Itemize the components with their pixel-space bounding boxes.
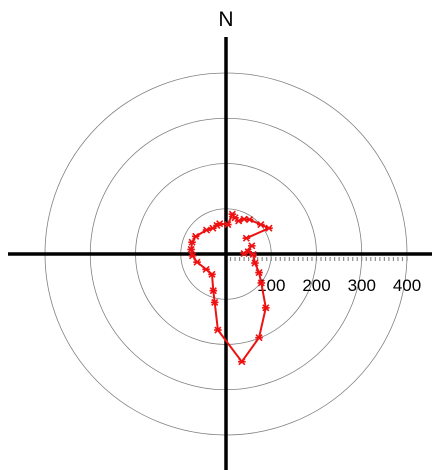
data-point [265,224,273,232]
data-point [255,268,263,277]
tick-label-400: 400 [393,276,421,295]
data-point [188,252,197,260]
data-point [238,358,246,366]
data-point [257,221,265,229]
data-point [231,214,239,222]
data-point [228,210,237,218]
data-point [240,249,248,258]
data-point [224,221,232,229]
data-point [242,234,251,242]
axes [8,37,432,470]
data-point [255,334,263,342]
tick-label-300: 300 [348,276,376,295]
data-point [247,242,256,250]
data-point [214,326,222,334]
data-point [193,258,201,266]
tick-label-200: 200 [302,276,330,295]
data-series [187,210,273,366]
data-point [209,224,217,232]
data-point [209,287,218,295]
data-point [202,226,211,234]
north-label: N [218,8,233,31]
data-point [210,298,219,306]
data-point [187,245,195,254]
data-point [251,259,259,267]
data-point [257,279,266,287]
data-point [208,270,216,278]
data-point [191,232,200,240]
data-point [188,238,196,246]
data-point [262,304,270,312]
data-point [202,265,210,273]
